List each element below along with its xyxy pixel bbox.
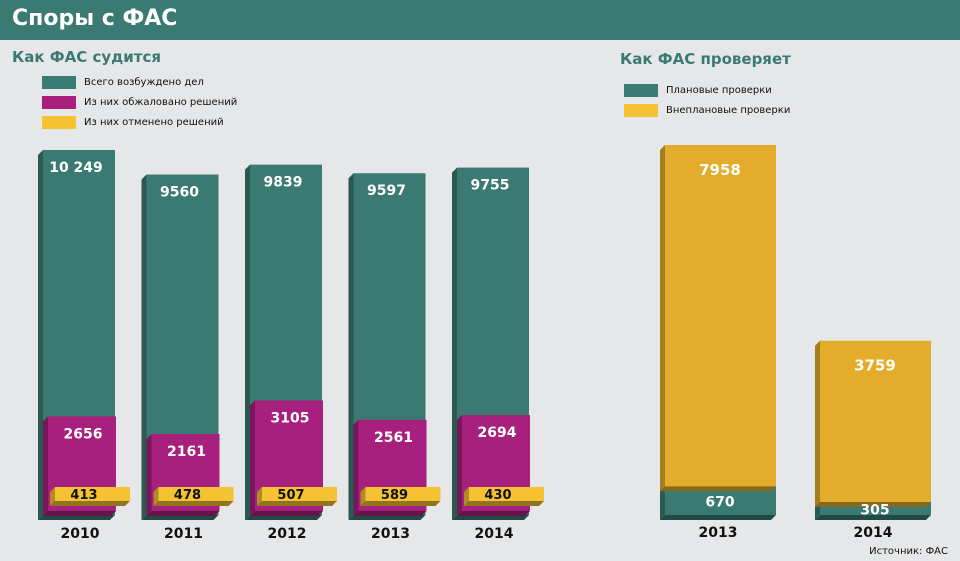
bar-cancelled-2011-side xyxy=(153,487,159,506)
label-cancelled-2013: 589 xyxy=(381,488,408,503)
label-appealed-2013: 2561 xyxy=(374,430,413,446)
label-total-2012: 9839 xyxy=(264,175,303,191)
legend-swatch-magenta xyxy=(42,96,76,109)
bar-cancelled-2012 xyxy=(262,487,337,501)
bar-total-2010-side xyxy=(38,150,43,520)
bar-total-2011-side xyxy=(141,174,147,520)
label-unplanned-2014: 3759 xyxy=(854,357,896,375)
legend-swatch-teal xyxy=(42,76,76,89)
legend-swatch-yellow xyxy=(42,116,76,129)
bar-cancelled-2011-base xyxy=(153,501,234,506)
header-bar: Споры с ФАС xyxy=(0,0,960,40)
bar-total-2014-side xyxy=(452,167,457,520)
legend-label-unplanned: Внеплановые проверки xyxy=(666,105,791,116)
right-chart-title: Как ФАС проверяет xyxy=(620,50,791,68)
tick-2014: 2014 xyxy=(475,526,514,542)
bar-total-2013-base xyxy=(348,515,426,520)
bar-total-2014-base xyxy=(452,515,529,520)
bar-appealed-2012-base xyxy=(250,511,323,516)
bar-cancelled-2010-base xyxy=(50,501,130,506)
tick-2012: 2012 xyxy=(268,526,307,542)
bar-cancelled-2010 xyxy=(55,487,130,501)
bar-cancelled-2013-side xyxy=(360,487,366,506)
label-appealed-2014: 2694 xyxy=(478,425,517,441)
bar-cancelled-2012-base xyxy=(257,501,337,506)
tick-right-2014: 2014 xyxy=(854,525,893,541)
legend-label-cancelled: Из них отменено решений xyxy=(84,117,224,128)
tick-right-2013: 2013 xyxy=(699,525,738,541)
bar-appealed-2011-side xyxy=(146,434,152,516)
label-total-2010: 10 249 xyxy=(49,160,103,176)
label-unplanned-2013: 7958 xyxy=(699,161,741,179)
bar-total-2012-base xyxy=(245,515,322,520)
label-cancelled-2012: 507 xyxy=(277,488,304,503)
label-cancelled-2014: 430 xyxy=(484,488,511,503)
tick-2013: 2013 xyxy=(371,526,410,542)
bar-cancelled-2014 xyxy=(469,487,544,501)
bar-appealed-2013-side xyxy=(353,419,359,516)
bar-appealed-2011-base xyxy=(146,511,220,516)
bar-planned-2014-base xyxy=(815,515,931,520)
bar-unplanned-2014 xyxy=(820,340,931,502)
page-title: Споры с ФАС xyxy=(12,6,178,31)
legend-label-planned: Плановые проверки xyxy=(666,85,772,96)
bar-cancelled-2014-base xyxy=(464,501,544,506)
bar-total-2010-base xyxy=(38,515,115,520)
label-planned-2013: 670 xyxy=(705,495,734,511)
bar-cancelled-2013-base xyxy=(360,501,441,506)
label-total-2014: 9755 xyxy=(471,178,510,194)
bar-appealed-2012-side xyxy=(250,400,255,516)
bar-total-2013-side xyxy=(348,173,354,520)
bar-unplanned-2013-base xyxy=(660,486,776,492)
label-total-2011: 9560 xyxy=(160,185,199,201)
bar-cancelled-2013 xyxy=(365,487,441,501)
label-cancelled-2011: 478 xyxy=(174,488,201,503)
bar-total-2011-base xyxy=(141,515,219,520)
label-appealed-2011: 2161 xyxy=(167,444,206,460)
bar-cancelled-2010-side xyxy=(50,487,55,506)
bar-cancelled-2014-side xyxy=(464,487,469,506)
bar-unplanned-2013-side xyxy=(660,145,665,492)
bar-cancelled-2011 xyxy=(158,487,234,501)
bar-appealed-2010-side xyxy=(43,416,48,516)
legend-label-total: Всего возбуждено дел xyxy=(84,77,204,88)
bar-planned-2013-side xyxy=(660,486,665,520)
bar-appealed-2010-base xyxy=(43,511,116,516)
legend-label-appealed: Из них обжаловано решений xyxy=(84,97,238,108)
label-appealed-2012: 3105 xyxy=(271,410,310,426)
bar-unplanned-2013 xyxy=(665,145,776,487)
tick-2010: 2010 xyxy=(61,526,100,542)
label-planned-2014: 305 xyxy=(860,502,889,518)
legend-swatch-teal xyxy=(624,84,658,97)
label-appealed-2010: 2656 xyxy=(64,426,103,442)
label-cancelled-2010: 413 xyxy=(70,488,97,503)
bar-appealed-2013-base xyxy=(353,511,427,516)
tick-2011: 2011 xyxy=(164,526,203,542)
legend-swatch-yellow xyxy=(624,104,658,117)
left-chart-title: Как ФАС судится xyxy=(12,48,162,66)
bar-total-2012-side xyxy=(245,164,250,520)
bar-unplanned-2014-side xyxy=(815,340,820,507)
bar-appealed-2014-base xyxy=(457,511,530,516)
bar-unplanned-2014-base xyxy=(815,501,931,507)
bar-cancelled-2012-side xyxy=(257,487,262,506)
label-total-2013: 9597 xyxy=(367,183,406,199)
bar-appealed-2014-side xyxy=(457,415,462,516)
source-note: Источник: ФАС xyxy=(869,546,948,557)
bar-planned-2013-base xyxy=(660,515,776,520)
